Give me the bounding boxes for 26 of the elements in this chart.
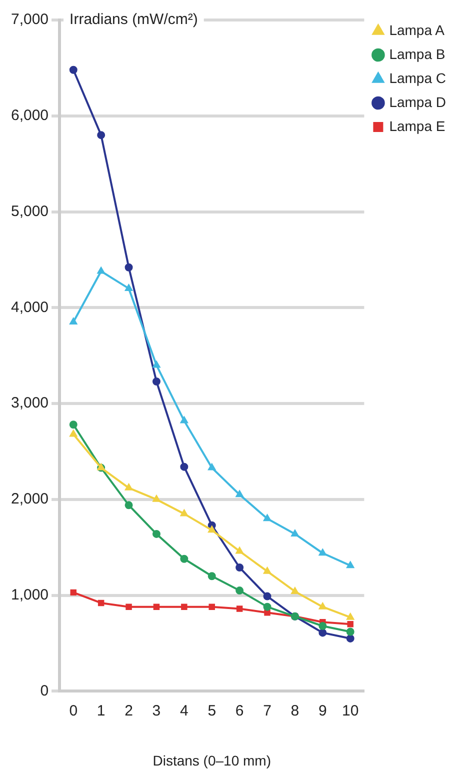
y-tick-label: 6,000 — [10, 107, 49, 124]
y-axis-title: Irradians (mW/cm²) — [70, 11, 198, 28]
x-tick-label: 9 — [318, 702, 327, 720]
x-tick-label: 10 — [342, 702, 359, 720]
x-tick-label: 2 — [124, 702, 133, 720]
legend-label: Lampa C — [389, 70, 446, 86]
y-tick-label: 1,000 — [10, 586, 49, 604]
y-tick-label: 0 — [40, 682, 49, 700]
x-tick-label: 1 — [96, 702, 106, 720]
legend-label: Lampa A — [389, 22, 446, 38]
legend-label: Lampa D — [389, 94, 446, 110]
y-tick-label: 3,000 — [10, 394, 49, 412]
y-tick-label: 2,000 — [10, 490, 49, 508]
y-tick-label: 5,000 — [10, 202, 49, 220]
x-tick-label: 3 — [152, 702, 161, 720]
x-tick-label: 8 — [290, 702, 300, 720]
x-tick-label: 7 — [263, 702, 272, 720]
x-tick-label: 0 — [69, 702, 78, 720]
y-tick-label: 4,000 — [10, 298, 49, 316]
x-axis-title: Distans (0–10 mm) — [152, 752, 271, 768]
x-tick-label: 4 — [180, 702, 188, 720]
legend-label: Lampa E — [389, 118, 446, 134]
legend-label: Lampa B — [389, 46, 446, 62]
x-tick-label: 6 — [235, 702, 244, 720]
x-tick-label: 5 — [208, 702, 216, 720]
y-tick-label: 7,000 — [10, 11, 49, 28]
